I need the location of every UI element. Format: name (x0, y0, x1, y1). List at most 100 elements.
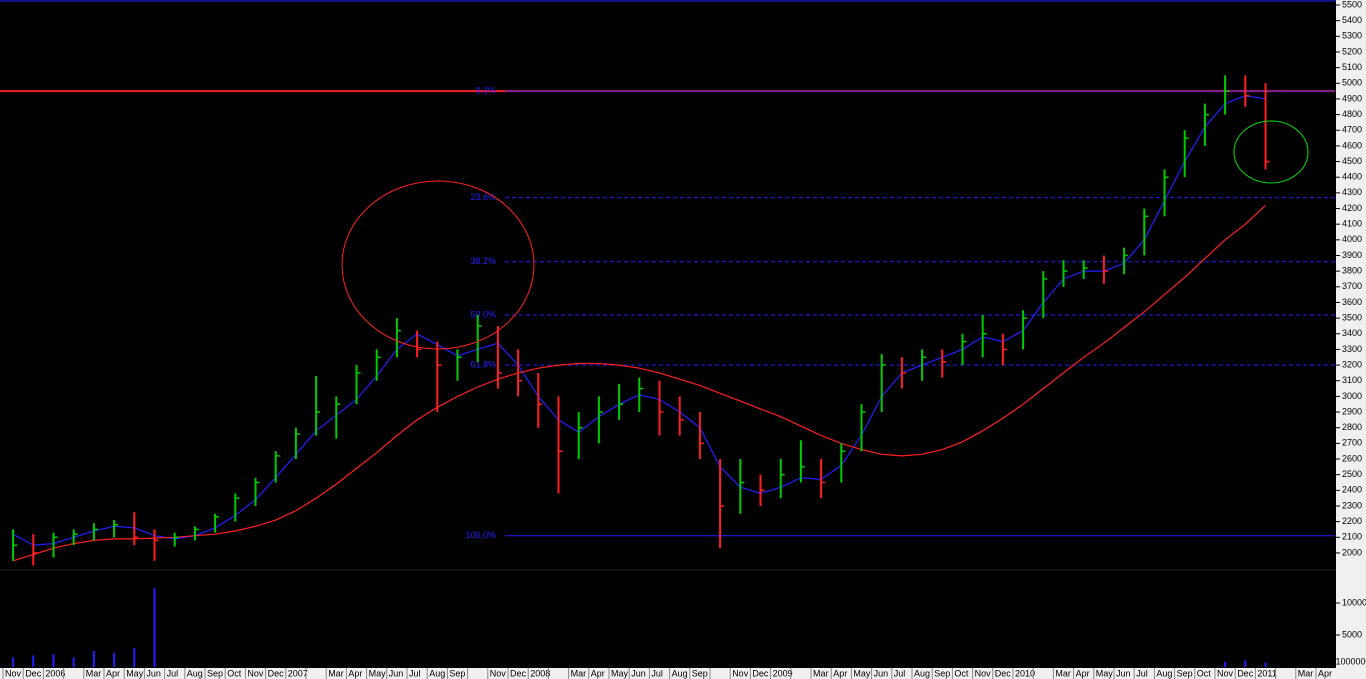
y-tick-label: 3300 (1342, 344, 1362, 354)
x-tick-label: Jun (1116, 668, 1131, 678)
x-tick-label: May (611, 668, 629, 678)
y-tick-label: 3700 (1342, 281, 1362, 291)
y-tick-label: 2400 (1342, 485, 1362, 495)
x-tick-label: Dec (25, 668, 42, 678)
x-tick-label: Jul (894, 668, 906, 678)
y-tick-label: 2900 (1342, 406, 1362, 416)
x-tick-label: 2011 (1257, 668, 1276, 678)
x-tick-label: Jun (631, 668, 646, 678)
fib-label: 23.6% (470, 192, 496, 202)
y-tick-label: 5200 (1342, 46, 1362, 56)
x-tick-label: Nov (5, 668, 22, 678)
x-tick-label: Sep (1177, 668, 1193, 678)
y-tick-label: 2500 (1342, 469, 1362, 479)
x-tick-label: Jul (409, 668, 421, 678)
y-tick-label: 3500 (1342, 312, 1362, 322)
x-tick-label: Apr (1076, 668, 1090, 678)
y-tick-label: 5100 (1342, 62, 1362, 72)
y-tick-label: 5300 (1342, 31, 1362, 41)
y-axis-strip (1336, 0, 1366, 679)
fib-label: 50.0% (470, 309, 496, 319)
x-tick-label: Jul (167, 668, 179, 678)
fib-label: 100.0% (465, 530, 496, 540)
y-tick-label: 4000 (1342, 234, 1362, 244)
x-tick-label: 2008 (530, 668, 550, 678)
fib-label: 61.8% (470, 359, 496, 369)
x-tick-label: Nov (247, 668, 264, 678)
x-axis-strip (0, 668, 1336, 679)
y-tick-label: 2000 (1342, 547, 1362, 557)
x-tick-label: 2006 (45, 668, 65, 678)
y-tick-label: 3000 (1342, 391, 1362, 401)
x-tick-label: Dec (995, 668, 1012, 678)
y-tick-label: 2600 (1342, 453, 1362, 463)
y-tick-label: 5400 (1342, 15, 1362, 25)
annotation-ellipse (1233, 120, 1309, 184)
y-tick-label: 4300 (1342, 187, 1362, 197)
x-tick-label: Dec (268, 668, 285, 678)
x-tick-label: May (853, 668, 871, 678)
y-tick-label: 3200 (1342, 359, 1362, 369)
x-tick-label: Jul (651, 668, 663, 678)
volume-unit: x1000000 (1331, 656, 1366, 666)
x-tick-label: Mar (1055, 668, 1071, 678)
x-tick-label: Dec (1237, 668, 1254, 678)
x-tick-label: Nov (732, 668, 749, 678)
volume-tick-label: 10000 (1342, 597, 1366, 607)
y-tick-label: 2100 (1342, 532, 1362, 542)
x-tick-label: May (126, 668, 144, 678)
x-tick-label: Jul (1136, 668, 1148, 678)
x-tick-label: Oct (954, 668, 969, 678)
x-tick-label: Aug (1156, 668, 1172, 678)
y-tick-label: 5000 (1342, 78, 1362, 88)
y-tick-label: 3100 (1342, 375, 1362, 385)
x-tick-label: Dec (510, 668, 527, 678)
x-tick-label: Nov (1217, 668, 1234, 678)
x-tick-label: Nov (490, 668, 507, 678)
moving-average (12, 204, 1266, 562)
x-tick-label: Mar (86, 668, 102, 678)
y-tick-label: 4500 (1342, 156, 1362, 166)
y-tick-label: 4900 (1342, 93, 1362, 103)
x-tick-label: Sep (207, 668, 223, 678)
y-tick-label: 2800 (1342, 422, 1362, 432)
x-tick-label: Mar (1298, 668, 1314, 678)
x-tick-label: Apr (1318, 668, 1332, 678)
annotation-ellipse (341, 180, 535, 350)
y-tick-label: 4700 (1342, 125, 1362, 135)
y-tick-label: 2700 (1342, 438, 1362, 448)
y-tick-label: 3800 (1342, 266, 1362, 276)
y-tick-label: 5500 (1342, 0, 1362, 9)
x-tick-label: Jun (389, 668, 404, 678)
y-tick-label: 4600 (1342, 140, 1362, 150)
x-tick-label: Nov (975, 668, 992, 678)
x-tick-label: Aug (672, 668, 688, 678)
x-tick-label: Oct (1197, 668, 1212, 678)
x-tick-label: Sep (692, 668, 708, 678)
x-tick-label: Sep (934, 668, 950, 678)
x-tick-label: Mar (328, 668, 344, 678)
x-tick-label: May (369, 668, 387, 678)
volume-tick-label: 5000 (1342, 629, 1362, 639)
x-tick-label: Aug (429, 668, 445, 678)
fib-label: 38.2% (470, 256, 496, 266)
x-tick-label: May (1096, 668, 1114, 678)
x-tick-label: Jun (874, 668, 889, 678)
x-tick-label: Aug (187, 668, 203, 678)
x-tick-label: Mar (571, 668, 587, 678)
x-tick-label: Apr (348, 668, 362, 678)
x-tick-label: Apr (833, 668, 847, 678)
x-tick-label: 2009 (773, 668, 793, 678)
y-tick-label: 3400 (1342, 328, 1362, 338)
x-tick-label: Mar (813, 668, 829, 678)
x-tick-label: Apr (591, 668, 605, 678)
fib-label: 0.0% (475, 85, 496, 95)
y-tick-label: 4400 (1342, 172, 1362, 182)
x-tick-label: 2010 (1015, 668, 1035, 678)
y-tick-label: 2200 (1342, 516, 1362, 526)
y-tick-label: 3600 (1342, 297, 1362, 307)
x-tick-label: Apr (106, 668, 120, 678)
x-tick-label: 2007 (288, 668, 308, 678)
